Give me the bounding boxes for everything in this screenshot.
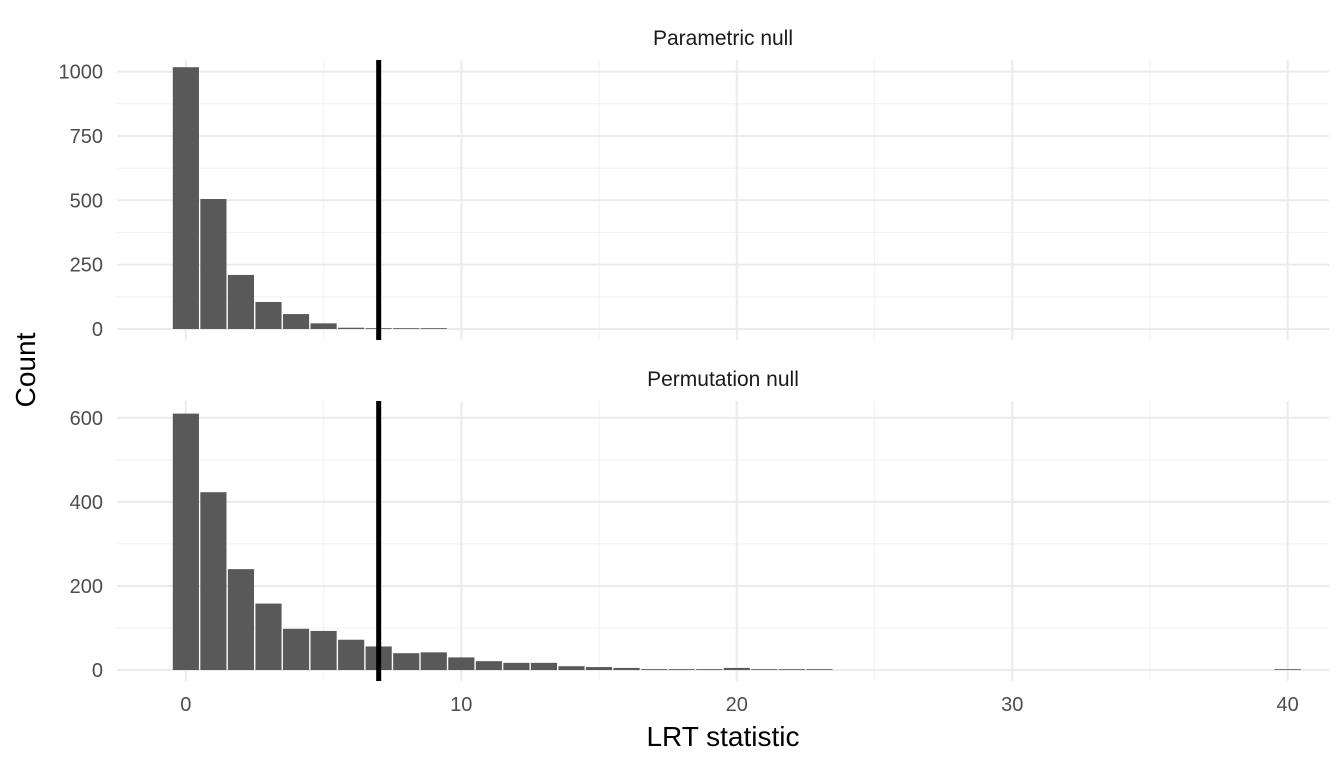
histogram-bar — [227, 569, 255, 670]
histogram-bar — [778, 669, 805, 670]
histogram-bar — [200, 492, 227, 670]
histogram-bar — [393, 328, 420, 329]
histogram-bar — [310, 323, 337, 329]
histogram-bar — [282, 314, 310, 329]
histogram-bar — [393, 653, 420, 670]
y-tick-label: 750 — [70, 126, 103, 148]
histogram-bar — [420, 652, 447, 670]
y-tick-label: 1000 — [59, 62, 104, 84]
histogram-bar — [448, 657, 475, 670]
histogram-bar — [255, 603, 282, 670]
panel-bars — [172, 67, 447, 330]
x-tick-label: 40 — [1277, 694, 1299, 716]
panel-title: Permutation null — [647, 368, 799, 391]
panel-parametric-null: Parametric null 0 250 500 750 1000 — [59, 27, 1329, 341]
panel-bars — [172, 413, 1301, 670]
histogram-bar — [200, 199, 227, 329]
histogram-bar — [172, 413, 199, 670]
y-tick-label: 0 — [92, 660, 103, 682]
histogram-bar — [282, 628, 310, 670]
x-axis-title: LRT statistic — [646, 721, 799, 752]
histogram-bar — [475, 661, 502, 670]
histogram-bar — [255, 301, 282, 329]
histogram-bar — [338, 327, 365, 329]
histogram-bar — [530, 662, 558, 670]
y-tick-label: 200 — [70, 576, 103, 598]
histogram-bar — [1274, 669, 1301, 670]
histogram-bar — [723, 667, 750, 670]
panel-gridlines — [117, 401, 1329, 681]
histogram-bar — [310, 630, 337, 670]
histogram-bar — [558, 666, 585, 670]
histogram-bar — [338, 639, 365, 670]
histogram-bar — [668, 669, 695, 670]
histogram-bar — [503, 662, 530, 670]
panel-title: Parametric null — [653, 27, 793, 50]
x-tick-label: 10 — [450, 694, 472, 716]
panel-y-tick-labels: 0 200 400 600 — [70, 408, 103, 682]
x-tick-label: 30 — [1001, 694, 1023, 716]
panel-permutation-null: Permutation null 0 200 400 600 — [70, 368, 1329, 682]
histogram-bar — [641, 669, 668, 670]
histogram-bar — [806, 669, 833, 670]
y-axis-title: Count — [10, 332, 41, 407]
histogram-bar — [751, 669, 778, 670]
histogram-bar — [696, 669, 723, 670]
histogram-bar — [585, 667, 613, 670]
x-tick-label: 20 — [726, 694, 748, 716]
y-tick-label: 250 — [70, 255, 103, 277]
y-tick-label: 600 — [70, 408, 103, 430]
panel-y-tick-labels: 0 250 500 750 1000 — [59, 62, 104, 341]
y-tick-label: 500 — [70, 190, 103, 212]
histogram-bar — [613, 667, 640, 670]
histogram-bar — [172, 67, 199, 330]
histogram-bar — [227, 274, 255, 329]
y-tick-label: 400 — [70, 492, 103, 514]
x-tick-label: 0 — [180, 694, 191, 716]
histogram-bar — [420, 328, 447, 329]
x-tick-labels: 0 10 20 30 40 — [180, 694, 1299, 716]
panel-gridlines — [117, 60, 1329, 340]
y-tick-label: 0 — [92, 319, 103, 341]
